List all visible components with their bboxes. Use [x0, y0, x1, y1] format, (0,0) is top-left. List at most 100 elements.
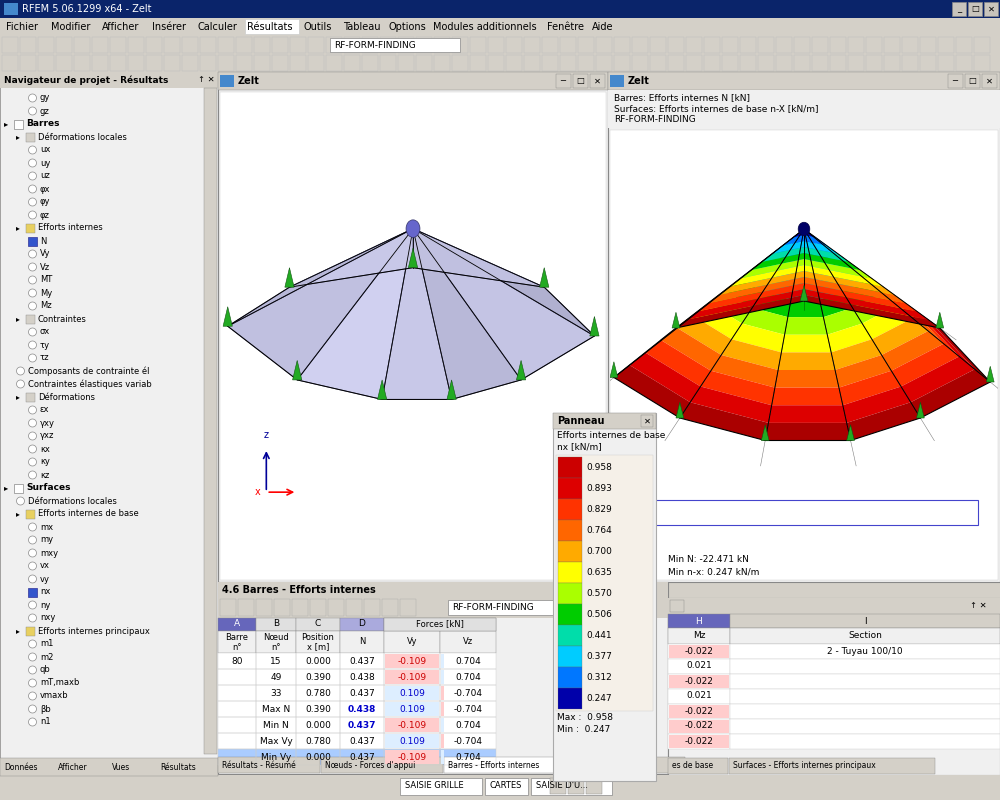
Bar	[560, 37, 576, 53]
Bar	[296, 669, 340, 685]
Bar	[0, 36, 1000, 54]
Text: −: −	[560, 77, 566, 86]
Bar	[340, 717, 384, 733]
Polygon shape	[788, 229, 804, 242]
Bar	[558, 562, 582, 583]
Bar	[382, 599, 398, 616]
Bar	[440, 653, 496, 669]
Bar	[558, 457, 582, 478]
Bar	[218, 717, 256, 733]
Bar	[441, 654, 444, 668]
Bar	[730, 628, 1000, 644]
Text: ✕: ✕	[594, 77, 600, 86]
Polygon shape	[872, 278, 913, 318]
Circle shape	[28, 354, 36, 362]
Polygon shape	[835, 355, 891, 388]
Text: Min :  0.247: Min : 0.247	[557, 725, 610, 734]
Bar	[470, 55, 486, 71]
Bar	[218, 733, 256, 749]
Bar	[610, 130, 998, 580]
Bar	[218, 582, 668, 774]
Bar	[340, 685, 384, 701]
Bar	[256, 685, 296, 701]
Bar	[384, 701, 440, 717]
Text: Déformations locales: Déformations locales	[28, 497, 117, 506]
Bar	[632, 37, 648, 53]
Text: N: N	[359, 638, 365, 646]
Bar	[256, 653, 296, 669]
Bar	[608, 90, 1000, 128]
Bar	[56, 55, 72, 71]
Polygon shape	[756, 246, 783, 266]
Bar	[441, 670, 444, 684]
Text: Efforts internes principaux: Efforts internes principaux	[38, 626, 150, 635]
Text: 0.704: 0.704	[455, 657, 481, 666]
Bar	[440, 631, 496, 653]
Bar	[884, 37, 900, 53]
Bar	[448, 600, 558, 615]
Text: RF-FORM-FINDING: RF-FORM-FINDING	[452, 602, 534, 611]
Circle shape	[28, 705, 36, 713]
Bar	[441, 702, 444, 716]
Bar	[440, 717, 496, 733]
Bar	[0, 18, 1000, 36]
Bar	[385, 750, 439, 764]
Circle shape	[28, 94, 36, 102]
Polygon shape	[293, 360, 302, 380]
Polygon shape	[646, 303, 708, 353]
Bar	[384, 733, 440, 749]
Text: φz: φz	[40, 210, 50, 219]
Text: x: x	[255, 487, 260, 497]
Polygon shape	[677, 316, 732, 355]
Bar	[968, 2, 982, 16]
Polygon shape	[791, 282, 820, 299]
Bar	[340, 701, 384, 717]
Bar	[596, 37, 612, 53]
Bar	[488, 37, 504, 53]
Bar	[110, 55, 126, 71]
Bar	[965, 74, 980, 88]
Text: Données: Données	[4, 762, 38, 771]
Bar	[920, 37, 936, 53]
Text: Déformations: Déformations	[38, 393, 95, 402]
Polygon shape	[765, 423, 851, 441]
Polygon shape	[804, 229, 815, 238]
Circle shape	[28, 432, 36, 440]
Text: Min N: -22.471 kN: Min N: -22.471 kN	[668, 555, 749, 565]
Polygon shape	[223, 306, 232, 326]
Bar	[974, 37, 990, 53]
Bar	[2, 37, 18, 53]
Polygon shape	[697, 283, 804, 311]
Polygon shape	[768, 406, 847, 423]
Bar	[344, 37, 360, 53]
Bar	[256, 717, 296, 733]
Polygon shape	[986, 366, 994, 382]
Text: ✕: ✕	[644, 417, 650, 426]
Text: ny: ny	[40, 601, 50, 610]
Polygon shape	[672, 312, 680, 328]
Text: Efforts internes de base: Efforts internes de base	[557, 430, 665, 439]
Bar	[38, 37, 54, 53]
Polygon shape	[814, 242, 835, 261]
Polygon shape	[687, 289, 804, 320]
Bar	[920, 55, 936, 71]
Bar	[553, 413, 656, 781]
Bar	[558, 478, 582, 499]
Bar	[668, 758, 728, 774]
Bar	[398, 55, 414, 71]
Bar	[558, 604, 582, 625]
Bar	[614, 37, 630, 53]
Text: ▸: ▸	[16, 510, 20, 518]
Text: τy: τy	[40, 341, 50, 350]
Polygon shape	[800, 286, 808, 301]
Text: -0.022: -0.022	[685, 737, 713, 746]
Bar	[0, 775, 1000, 800]
Bar	[984, 2, 998, 16]
Bar	[434, 37, 450, 53]
Text: ▸: ▸	[16, 223, 20, 233]
Polygon shape	[540, 268, 549, 287]
Text: SAISIE GRILLE: SAISIE GRILLE	[405, 782, 464, 790]
Polygon shape	[732, 323, 785, 352]
Bar	[26, 224, 35, 233]
Bar	[730, 719, 1000, 734]
